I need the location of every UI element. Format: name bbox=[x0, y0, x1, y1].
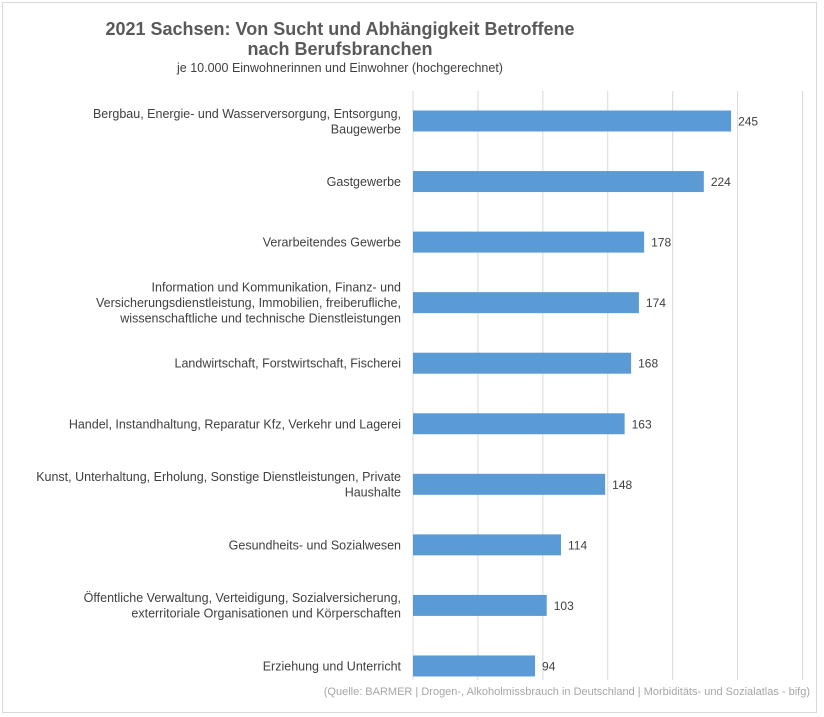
bar bbox=[413, 231, 645, 253]
chart-title-line-2: nach Berufsbranchen bbox=[247, 39, 433, 59]
category-label: Handel, Instandhaltung, Reparatur Kfz, V… bbox=[69, 417, 401, 431]
data-label: 178 bbox=[651, 236, 671, 250]
category-label: Öffentliche Verwaltung, Verteidigung, So… bbox=[84, 591, 401, 605]
bar bbox=[413, 413, 625, 435]
data-label: 168 bbox=[638, 357, 658, 371]
data-label: 148 bbox=[612, 478, 632, 492]
data-label: 94 bbox=[542, 659, 556, 673]
category-label: Landwirtschaft, Forstwirtschaft, Fischer… bbox=[175, 357, 401, 371]
bar bbox=[413, 473, 606, 495]
category-label: Verarbeitendes Gewerbe bbox=[263, 236, 401, 250]
bar bbox=[413, 292, 639, 314]
data-label: 174 bbox=[646, 296, 666, 310]
category-label: Haushalte bbox=[345, 486, 401, 500]
category-label: Kunst, Unterhaltung, Erholung, Sonstige … bbox=[36, 470, 401, 484]
category-label: Erziehung und Unterricht bbox=[263, 659, 402, 673]
bar bbox=[413, 534, 562, 556]
bar bbox=[413, 110, 732, 132]
chart-subtitle: je 10.000 Einwohnerinnen und Einwohner (… bbox=[177, 61, 503, 75]
bar bbox=[413, 594, 547, 616]
bar bbox=[413, 352, 632, 374]
data-label: 245 bbox=[738, 115, 758, 129]
data-label: 114 bbox=[568, 538, 587, 552]
category-label: Gastgewerbe bbox=[327, 175, 401, 189]
data-label: 103 bbox=[554, 599, 574, 613]
data-label: 163 bbox=[632, 417, 652, 431]
category-label: Versicherungsdienstleistung, Immobilien,… bbox=[96, 296, 401, 310]
chart-source: (Quelle: BARMER | Drogen-, Alkoholmissbr… bbox=[323, 686, 810, 698]
chart-title-line-1: 2021 Sachsen: Von Sucht und Abhängigkeit… bbox=[105, 19, 575, 39]
category-label: Information und Kommunikation, Finanz- u… bbox=[152, 281, 401, 295]
bar bbox=[413, 171, 704, 193]
category-label: Gesundheits- und Sozialwesen bbox=[229, 538, 401, 552]
category-label: Bergbau, Energie- und Wasserversorgung, … bbox=[93, 107, 401, 121]
bar bbox=[413, 655, 536, 677]
category-label: exterritoriale Organisationen und Körper… bbox=[131, 607, 401, 621]
category-label: Baugewerbe bbox=[331, 122, 401, 136]
category-label: wissenschaftliche und technische Dienstl… bbox=[119, 312, 401, 326]
data-label: 224 bbox=[711, 175, 731, 189]
